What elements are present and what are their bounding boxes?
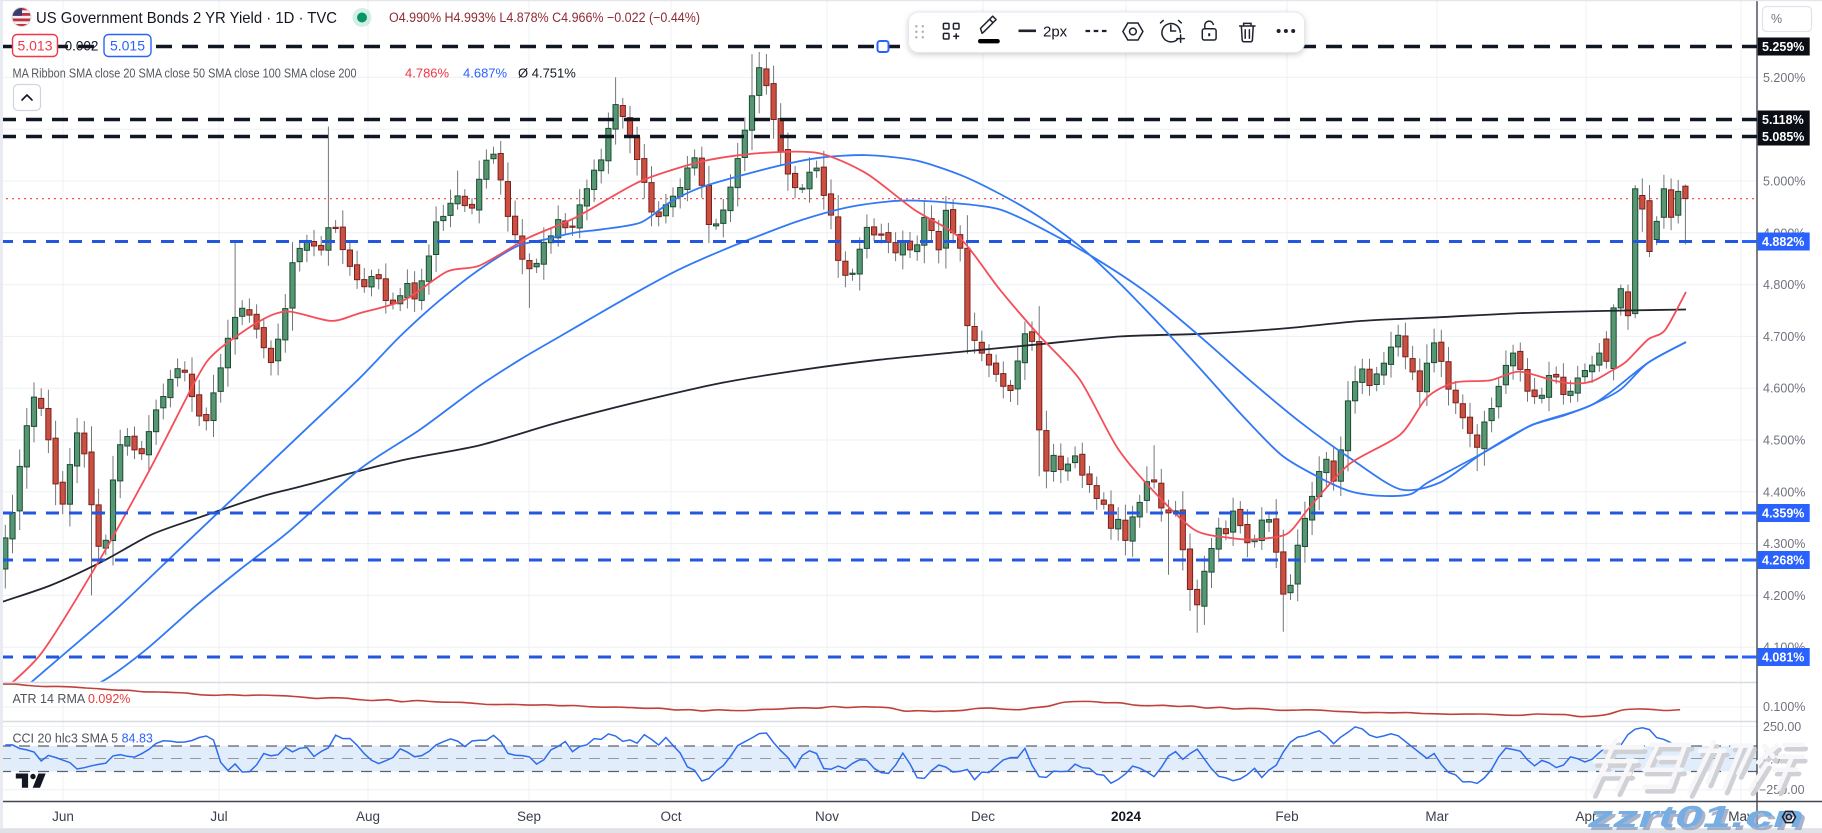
svg-text:5.259%: 5.259% [1762, 40, 1804, 54]
svg-text:4.687%: 4.687% [463, 66, 508, 81]
svg-text:5.015: 5.015 [110, 38, 145, 54]
svg-text:ATR 14 RMA 0.092%: ATR 14 RMA 0.092% [13, 692, 131, 706]
svg-text:Nov: Nov [815, 809, 839, 824]
svg-text:4.300%: 4.300% [1763, 537, 1805, 551]
svg-text:0.100%: 0.100% [1763, 700, 1805, 714]
svg-text:4.200%: 4.200% [1763, 589, 1805, 603]
svg-text:Sep: Sep [517, 809, 541, 824]
svg-text:4.600%: 4.600% [1763, 382, 1805, 396]
svg-text:%: % [1771, 12, 1782, 26]
svg-text:5.200%: 5.200% [1763, 71, 1805, 85]
svg-text:May: May [1728, 809, 1754, 824]
svg-text:Oct: Oct [660, 809, 681, 824]
svg-text:CCI 20 hlc3 SMA 5 84.83: CCI 20 hlc3 SMA 5 84.83 [13, 732, 153, 746]
svg-text:MA Ribbon SMA close 20 SMA clo: MA Ribbon SMA close 20 SMA close 50 SMA … [13, 67, 357, 81]
svg-text:Aug: Aug [356, 809, 380, 824]
svg-text:2024: 2024 [1111, 809, 1142, 824]
svg-text:4.800%: 4.800% [1763, 278, 1805, 292]
svg-text:5.085%: 5.085% [1762, 130, 1804, 144]
svg-text:4.882%: 4.882% [1762, 235, 1804, 249]
svg-text:4.359%: 4.359% [1762, 507, 1804, 521]
svg-text:Apr: Apr [1575, 809, 1597, 824]
svg-text:5.013: 5.013 [17, 38, 52, 54]
svg-text:Dec: Dec [971, 809, 995, 824]
svg-text:Jul: Jul [210, 809, 227, 824]
svg-text:5.118%: 5.118% [1762, 113, 1804, 127]
svg-text:zzrt01.cn: zzrt01.cn [1589, 802, 1807, 833]
svg-text:Jun: Jun [52, 809, 74, 824]
svg-text:Ø 4.751%: Ø 4.751% [518, 66, 576, 81]
svg-text:O4.990% H4.993% L4.878% C4.966: O4.990% H4.993% L4.878% C4.966% −0.022 (… [389, 10, 700, 25]
svg-text:Feb: Feb [1275, 809, 1298, 824]
svg-text:4.400%: 4.400% [1763, 485, 1805, 499]
svg-text:4.786%: 4.786% [405, 66, 450, 81]
svg-text:0.002: 0.002 [65, 39, 99, 54]
svg-text:2px: 2px [1043, 24, 1068, 41]
svg-text:5.000%: 5.000% [1763, 175, 1805, 189]
svg-text:Mar: Mar [1425, 809, 1449, 824]
svg-text:250.00: 250.00 [1763, 720, 1801, 734]
svg-text:4.700%: 4.700% [1763, 330, 1805, 344]
svg-text:4.268%: 4.268% [1762, 554, 1804, 568]
svg-text:zzrt01.cn: zzrt01.cn [1586, 799, 1804, 833]
svg-text:4.500%: 4.500% [1763, 434, 1805, 448]
svg-text:4.081%: 4.081% [1762, 651, 1804, 665]
svg-text:US Government Bonds 2 YR Yield: US Government Bonds 2 YR Yield · 1D · TV… [36, 10, 337, 27]
